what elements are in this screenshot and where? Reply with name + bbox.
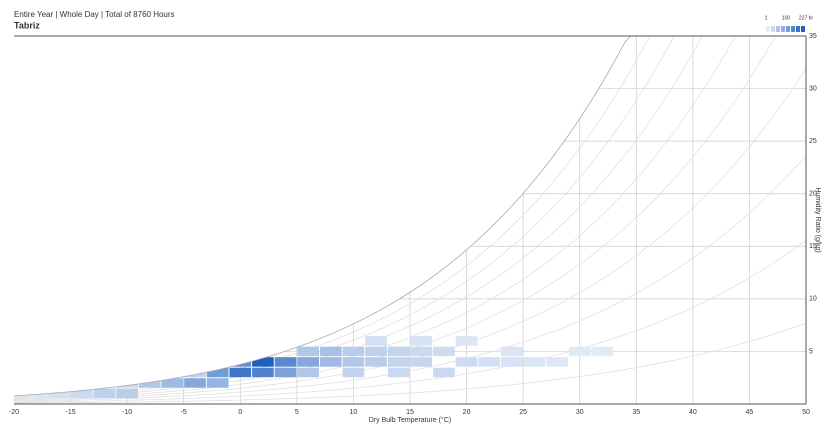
y-tick-label: 5 [809, 348, 813, 355]
heat-cell [297, 367, 319, 378]
heat-cell [342, 367, 365, 378]
heat-cell [387, 357, 410, 367]
rh-curve [14, 36, 806, 399]
rh-curve [14, 36, 806, 401]
y-tick-label: 30 [809, 85, 817, 92]
heat-cell [71, 388, 93, 399]
x-tick-label: 15 [406, 409, 414, 416]
chart-subtitle: Tabriz [14, 20, 40, 30]
rh-curve [14, 68, 806, 402]
heat-cell [433, 367, 455, 378]
legend-label: 227 hr [799, 15, 814, 21]
plot-area [14, 36, 806, 404]
legend-label: 1 [765, 15, 768, 21]
x-tick-label: 5 [295, 409, 299, 416]
chart-title: Entire Year | Whole Day | Total of 8760 … [14, 10, 175, 19]
x-tick-label: 20 [463, 409, 471, 416]
x-tick-label: -10 [122, 409, 132, 416]
heat-cell [297, 357, 319, 367]
heat-cell [206, 378, 229, 388]
heat-cell [387, 367, 410, 378]
heat-cell [184, 378, 206, 388]
y-tick-label: 10 [809, 296, 817, 303]
x-tick-label: 45 [746, 409, 754, 416]
heat-cell [161, 378, 184, 388]
heat-cell [501, 346, 523, 357]
x-tick-label: -15 [66, 409, 76, 416]
y-tick-label: 35 [809, 33, 817, 40]
rh-curve [14, 240, 806, 403]
heat-cell [274, 367, 297, 378]
legend-swatch [791, 26, 795, 32]
heat-cell [455, 357, 478, 367]
heat-cell [523, 357, 546, 367]
x-tick-label: -5 [181, 409, 187, 416]
heat-cell [568, 346, 591, 357]
heat-cell [591, 346, 614, 357]
legend-swatch [786, 26, 790, 32]
heat-cell [319, 357, 342, 367]
heat-cell [206, 367, 229, 378]
x-tick-label: 30 [576, 409, 584, 416]
heat-cell [410, 357, 433, 367]
x-tick-label: 40 [689, 409, 697, 416]
heat-cell [93, 388, 116, 399]
heat-cell [116, 388, 138, 399]
x-tick-label: 35 [632, 409, 640, 416]
x-tick-label: -20 [9, 409, 19, 416]
heat-cell [478, 357, 501, 367]
y-tick-label: 20 [809, 191, 817, 198]
heat-cell [410, 336, 433, 346]
legend-swatch [776, 26, 780, 32]
legend-swatch [781, 26, 785, 32]
rh-curve [14, 322, 806, 404]
y-axis-title: Humidity Ratio (g/kg) [814, 187, 821, 252]
heat-cell [274, 357, 297, 367]
legend-swatch [771, 26, 775, 32]
heat-cell [433, 346, 455, 357]
legend-label: 100 [782, 15, 791, 21]
heat-cell [455, 336, 478, 346]
x-tick-label: 10 [350, 409, 358, 416]
heat-cell [138, 378, 161, 388]
y-tick-label: 25 [809, 138, 817, 145]
heat-cell [342, 357, 365, 367]
legend-swatch [796, 26, 800, 32]
heat-cell [501, 357, 523, 367]
x-tick-label: 25 [519, 409, 527, 416]
y-tick-label: 15 [809, 243, 817, 250]
heat-cell [48, 388, 71, 399]
x-tick-label: 50 [802, 409, 810, 416]
heat-cell [342, 346, 365, 357]
heat-cell [365, 336, 387, 346]
heat-cell [410, 346, 433, 357]
heat-cell [546, 357, 568, 367]
heat-cell [365, 357, 387, 367]
legend-swatch [766, 26, 770, 32]
rh-curve [14, 155, 806, 402]
heat-cell [365, 346, 387, 357]
heat-cell [387, 346, 410, 357]
heat-cell [297, 346, 319, 357]
heat-cell [229, 367, 252, 378]
rh-curve [14, 36, 806, 400]
x-tick-label: 0 [238, 409, 242, 416]
heat-cell [319, 346, 342, 357]
legend-swatch [801, 26, 805, 32]
x-axis-title: Dry Bulb Temperature (°C) [369, 416, 451, 424]
heat-cell [252, 357, 274, 367]
heat-cell [252, 367, 274, 378]
